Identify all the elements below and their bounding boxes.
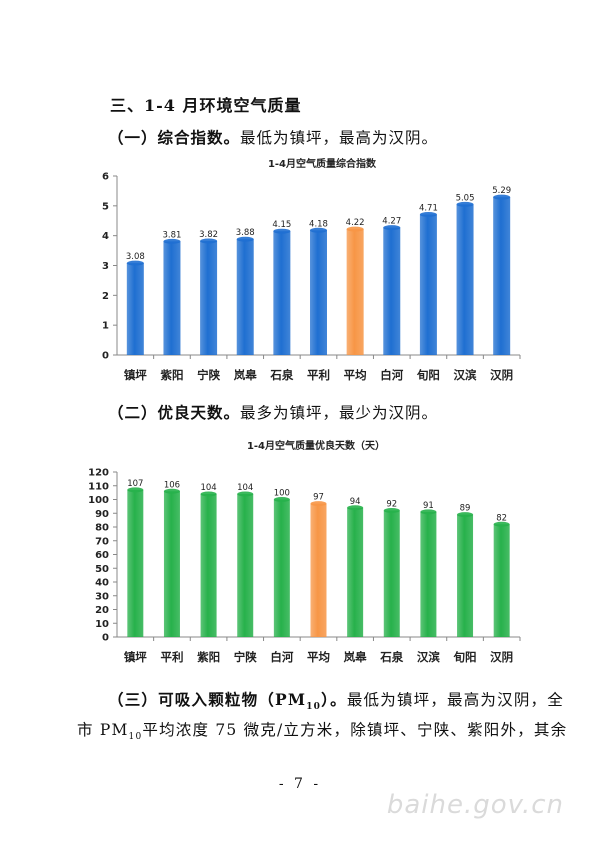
data-label: 5.05 bbox=[456, 193, 475, 203]
x-tick-label: 镇坪 bbox=[124, 368, 147, 382]
section-heading: 三、1-4 月环境空气质量 bbox=[110, 96, 302, 115]
data-label: 3.81 bbox=[162, 230, 181, 240]
bar-cap bbox=[163, 238, 181, 244]
subsection-label: （一）综合指数。 bbox=[108, 128, 241, 147]
y-tick-label: 1 bbox=[102, 321, 109, 332]
y-tick-label: 2 bbox=[102, 291, 109, 302]
pm10-paragraph-line2: 市 PM10平均浓度 75 微克/立方米，除镇坪、宁陕、紫阳外，其余 bbox=[77, 721, 568, 743]
data-label: 5.29 bbox=[492, 186, 511, 196]
x-tick-label: 白河 bbox=[380, 368, 403, 382]
data-label: 3.08 bbox=[126, 252, 145, 262]
bar-cap bbox=[383, 225, 401, 231]
bar bbox=[163, 241, 181, 355]
subsection-label: （三）可吸入颗粒物（PM10）。 bbox=[108, 690, 347, 713]
bar bbox=[200, 241, 218, 355]
subsection-text: 最多为镇坪，最少为汉阴。 bbox=[240, 404, 439, 422]
bar bbox=[126, 263, 144, 355]
subsection-label: （二）优良天数。 bbox=[108, 403, 241, 422]
bar-cap bbox=[493, 194, 511, 200]
bar bbox=[346, 229, 364, 355]
bar-cap bbox=[346, 226, 364, 232]
bar bbox=[456, 204, 474, 355]
bar-cap bbox=[236, 236, 254, 242]
bar bbox=[383, 227, 401, 355]
bar-cap bbox=[419, 211, 437, 217]
bar bbox=[236, 239, 254, 355]
bar bbox=[419, 214, 437, 355]
x-tick-label: 岚皋 bbox=[234, 368, 257, 382]
bar-cap bbox=[273, 228, 291, 234]
bar bbox=[493, 197, 511, 355]
data-label: 3.82 bbox=[199, 230, 218, 240]
subsection-text: 最低为镇坪，最高为汉阴，全 bbox=[346, 691, 564, 709]
y-tick-label: 4 bbox=[102, 231, 109, 242]
y-tick-label: 5 bbox=[102, 201, 109, 212]
subsection-composite-index: （一）综合指数。最低为镇坪，最高为汉阴。 bbox=[108, 126, 438, 148]
page-number: - 7 - bbox=[278, 776, 322, 792]
bar bbox=[310, 230, 327, 355]
y-tick-label: 0 bbox=[102, 351, 109, 362]
watermark: baihe.gov.cn bbox=[386, 790, 564, 820]
data-label: 4.22 bbox=[346, 218, 365, 228]
x-tick-label: 宁陕 bbox=[197, 368, 220, 382]
subsection-good-days: （二）优良天数。最多为镇坪，最少为汉阴。 bbox=[108, 401, 438, 423]
x-tick-label: 石泉 bbox=[269, 368, 293, 382]
data-label: 3.88 bbox=[236, 228, 255, 238]
data-label: 4.18 bbox=[309, 219, 328, 229]
x-tick-label: 平均 bbox=[344, 368, 367, 382]
x-tick-label: 汉滨 bbox=[454, 368, 477, 382]
data-label: 4.71 bbox=[419, 203, 438, 213]
chart-title: 1-4月空气质量综合指数 bbox=[268, 157, 377, 170]
bar-cap bbox=[456, 201, 474, 207]
x-tick-label: 旬阳 bbox=[416, 368, 440, 382]
bar-cap bbox=[126, 260, 144, 266]
bar bbox=[273, 231, 291, 355]
subsection-text: 最低为镇坪，最高为汉阴。 bbox=[240, 129, 439, 147]
y-tick-label: 6 bbox=[102, 172, 109, 183]
y-tick-label: 3 bbox=[102, 261, 109, 272]
pm10-paragraph-line1: （三）可吸入颗粒物（PM10）。最低为镇坪，最高为汉阴，全 bbox=[108, 688, 564, 712]
bar-cap bbox=[200, 238, 218, 244]
data-label: 4.15 bbox=[272, 220, 291, 230]
data-label: 4.27 bbox=[382, 217, 401, 227]
bar-cap bbox=[310, 227, 327, 233]
x-tick-label: 汉阴 bbox=[490, 368, 513, 382]
x-tick-label: 紫阳 bbox=[160, 368, 183, 382]
x-tick-label: 平利 bbox=[307, 368, 330, 382]
